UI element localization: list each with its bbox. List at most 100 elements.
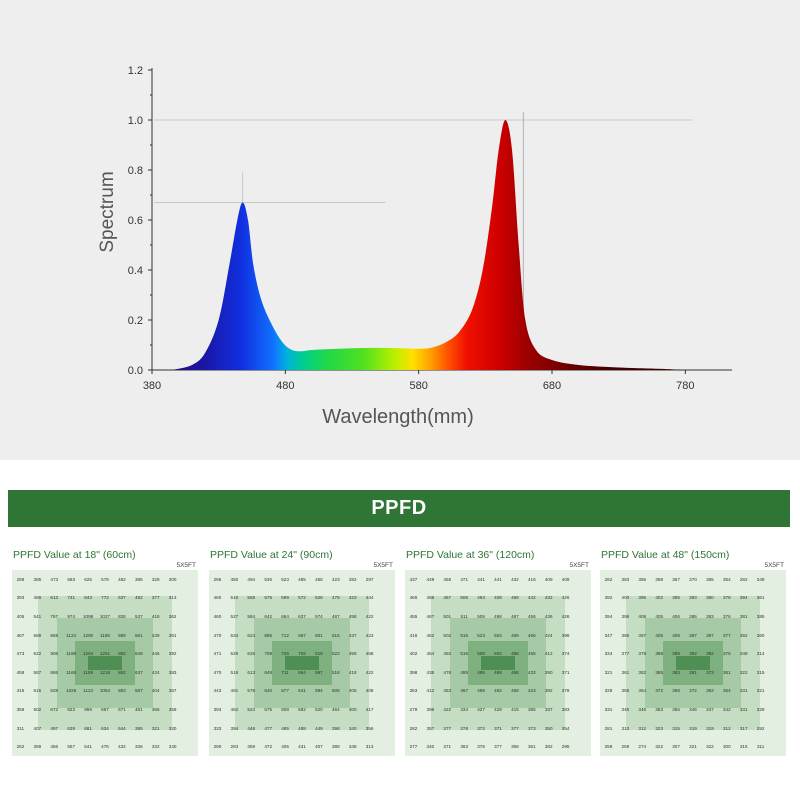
- ppfd-cell: [378, 682, 395, 701]
- ppfd-heatmap: 295 450 494 536 523 485 468 423 282 297 460 510 558 5…: [209, 570, 395, 756]
- ppfd-cell: 458: [365, 651, 374, 657]
- ppfd-cell: 279: [409, 706, 418, 712]
- ppfd-cell: 392: [689, 651, 697, 657]
- ppfd-cell: 378: [561, 688, 570, 694]
- ppfd-cell: 383: [672, 669, 680, 675]
- ppfd-cell: 424: [544, 632, 553, 638]
- ppfd-cell: 400: [348, 706, 357, 712]
- ppfd-cell: 361: [168, 632, 177, 638]
- ppfd-cell: 368: [672, 688, 680, 694]
- ppfd-cell: 468: [315, 576, 323, 582]
- ppfd-cell: 336: [134, 744, 143, 750]
- ppfd-cell: 432: [511, 576, 519, 582]
- ppfd-cell: 624: [247, 632, 256, 638]
- ppfd-cell: 393: [213, 706, 222, 712]
- ppfd-cell: 340: [426, 744, 435, 750]
- ppfd-cell: 525: [230, 651, 239, 657]
- ppfd-cell: 1054: [99, 688, 111, 694]
- ppfd-cell: 289: [16, 576, 25, 582]
- ppfd-cell: 589: [33, 632, 42, 638]
- ppfd-cell: 392: [168, 651, 177, 657]
- y-tick-label: 0.4: [128, 265, 143, 277]
- ppfd-cell: 322: [655, 744, 663, 750]
- ppfd-cell: 405: [348, 688, 357, 694]
- ppfd-cell: 409: [561, 576, 570, 582]
- ppfd-cell: 346: [689, 706, 697, 712]
- ppfd-cell: 418: [151, 613, 160, 619]
- ppfd-cell: 823: [67, 706, 75, 712]
- ppfd-cell: 511: [460, 613, 468, 619]
- ppfd-cell: 262: [604, 576, 613, 582]
- ppfd-zone-4: [285, 655, 319, 671]
- ppfd-cell: 405: [281, 744, 289, 750]
- ppfd-cell: 468: [477, 688, 485, 694]
- ppfd-cell: 515: [33, 688, 42, 694]
- ppfd-cell: 974: [67, 613, 75, 619]
- ppfd-grid: 437 449 468 471 441 441 432 416 409 409 466 488 467 5…: [405, 570, 591, 756]
- ppfd-cell: 626: [247, 651, 256, 657]
- ppfd-cell: 502: [443, 632, 452, 638]
- ppfd-cell: 372: [689, 688, 697, 694]
- ppfd-cell: 412: [426, 688, 435, 694]
- ppfd-cell: 349: [756, 576, 765, 582]
- ppfd-cell: 489: [511, 632, 519, 638]
- ppfd-cell: 962: [118, 651, 126, 657]
- ppfd-panel-36in: PPFD Value at 36" (120cm) 5X5FT 437 449 46…: [401, 546, 591, 766]
- panel-size: 5X5FT: [764, 562, 784, 569]
- ppfd-cell: 460: [213, 613, 222, 619]
- ppfd-cell: 423: [527, 688, 536, 694]
- ppfd-cell: 426: [561, 613, 570, 619]
- ppfd-cell: 478: [443, 669, 452, 675]
- ppfd-cell: [378, 644, 395, 663]
- ppfd-cell: 456: [527, 613, 536, 619]
- ppfd-cell: 429: [494, 706, 502, 712]
- ppfd-cell: [181, 570, 198, 589]
- ppfd-cell: 398: [621, 613, 630, 619]
- ppfd-cell: 422: [443, 706, 452, 712]
- ppfd-cell: 502: [33, 706, 42, 712]
- ppfd-cell: 394: [230, 725, 239, 731]
- ppfd-cell: 408: [365, 688, 374, 694]
- ppfd-cell: 869: [50, 632, 59, 638]
- ppfd-cell: 482: [118, 576, 126, 582]
- ppfd-cell: 371: [494, 725, 502, 731]
- ppfd-cell: 467: [443, 595, 452, 601]
- ppfd-cell: 485: [298, 576, 306, 582]
- ppfd-cell: 544: [118, 725, 126, 731]
- ppfd-cell: 262: [16, 744, 25, 750]
- ppfd-cell: [181, 719, 198, 738]
- ppfd-cell: 453: [443, 688, 452, 694]
- ppfd-cell: 371: [443, 744, 452, 750]
- ppfd-cell: 377: [151, 595, 160, 601]
- ppfd-cell: 639: [67, 725, 75, 731]
- ppfd-cell: 726: [281, 651, 289, 657]
- ppfd-cell: 450: [230, 576, 239, 582]
- ppfd-cell: 637: [118, 595, 126, 601]
- ppfd-cell: [769, 700, 786, 719]
- ppfd-cell: 443: [213, 688, 222, 694]
- ppfd-cell: [574, 682, 591, 701]
- ppfd-cell: 418: [348, 669, 357, 675]
- ppfd-cell: 449: [315, 725, 323, 731]
- ppfd-cell: 342: [722, 706, 731, 712]
- ppfd-cell: 376: [722, 651, 731, 657]
- ppfd-cell: 468: [443, 576, 452, 582]
- ppfd-cell: [769, 607, 786, 626]
- ppfd-cell: 642: [264, 613, 272, 619]
- ppfd-cell: 442: [527, 595, 536, 601]
- ppfd-cell: [769, 663, 786, 682]
- ppfd-cell: 505: [331, 688, 340, 694]
- ppfd-cell: 467: [426, 613, 435, 619]
- ppfd-cell: 350: [544, 725, 553, 731]
- ppfd-cell: 449: [426, 576, 435, 582]
- ppfd-cell: 687: [298, 632, 306, 638]
- panel-title: PPFD Value at 18" (60cm): [13, 549, 136, 561]
- ppfd-cell: [378, 700, 395, 719]
- ppfd-cell: 322: [706, 744, 714, 750]
- ppfd-cell: 498: [494, 613, 502, 619]
- ppfd-cell: 455: [409, 613, 418, 619]
- ppfd-cell: 407: [315, 744, 323, 750]
- ppfd-cell: 300: [722, 744, 731, 750]
- ppfd-cell: 374: [561, 651, 570, 657]
- ppfd-cell: [769, 737, 786, 756]
